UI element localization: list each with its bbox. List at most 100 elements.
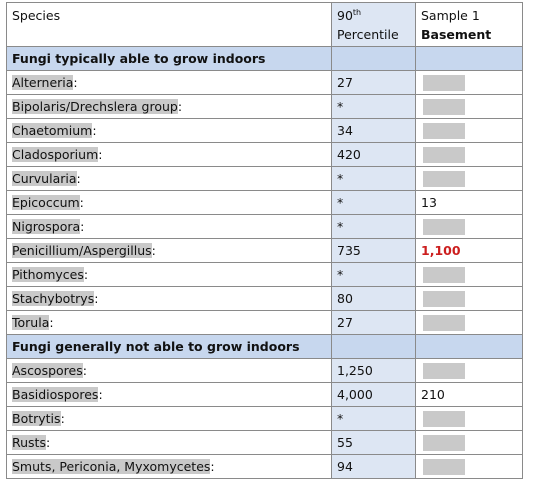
species-suffix: :: [45, 435, 51, 450]
section-title: Fungi typically able to grow indoors: [6, 46, 332, 71]
redacted-value-block: [423, 170, 465, 187]
section-cell-empty: [415, 334, 523, 359]
sample-value: [415, 430, 523, 455]
table-row: Curvularia: *: [6, 166, 523, 191]
species-cell: Ascospores:: [6, 358, 332, 383]
sample-value: [415, 142, 523, 167]
redacted-value-block: [423, 218, 465, 235]
table-row: Basidiospores: 4,000 210: [6, 382, 523, 407]
species-suffix: :: [177, 99, 183, 114]
redacted-value-block: [423, 98, 465, 115]
species-name: Penicillium/Aspergillus: [12, 243, 152, 258]
species-suffix: :: [210, 459, 215, 474]
percentile-value: 80: [331, 286, 416, 311]
table-row: Penicillium/Aspergillus: 735 1,100: [6, 238, 523, 263]
sample-value: [415, 70, 523, 95]
species-suffix: :: [80, 219, 85, 234]
section-cell-empty: [415, 46, 523, 71]
sample-value: [415, 262, 523, 287]
redacted-value-block: [423, 314, 465, 331]
species-name: Chaetomium: [12, 123, 93, 138]
redacted-value-block: [423, 458, 465, 475]
sample-value: [415, 286, 523, 311]
sample-value: [415, 94, 523, 119]
fungi-results-table: Species 90th Percentile Sample 1 Basement …: [6, 2, 523, 479]
header-percentile-number: 90: [337, 8, 353, 23]
header-species-label: Species: [12, 8, 61, 23]
species-name: Stachybotrys: [12, 291, 95, 306]
species-cell: Stachybotrys:: [6, 286, 332, 311]
sample-value: 210: [415, 382, 523, 407]
percentile-value: 4,000: [331, 382, 416, 407]
species-cell: Basidiospores:: [6, 382, 332, 407]
header-sample-location: Basement: [421, 27, 492, 42]
table-row: Nigrospora: *: [6, 214, 523, 239]
header-percentile-suffix: th: [352, 8, 362, 17]
species-cell: Botrytis:: [6, 406, 332, 431]
species-cell: Torula:: [6, 310, 332, 335]
table-body: Species 90th Percentile Sample 1 Basement …: [6, 2, 523, 479]
species-suffix: :: [79, 195, 84, 210]
species-name: Pithomyces: [12, 267, 84, 282]
sample-value: [415, 118, 523, 143]
species-suffix: :: [92, 123, 97, 138]
species-name: Bipolaris/Drechslera group: [12, 99, 178, 114]
table-row: Botrytis: *: [6, 406, 523, 431]
percentile-value: 27: [331, 70, 416, 95]
percentile-value: 735: [331, 238, 416, 263]
sample-count: 1,100: [421, 243, 461, 258]
species-name: Epicoccum: [12, 195, 80, 210]
species-cell: Pithomyces:: [6, 262, 332, 287]
species-cell: Epicoccum:: [6, 190, 332, 215]
sample-value: [415, 454, 523, 479]
table-row: Smuts, Periconia, Myxomycetes: 94: [6, 454, 523, 479]
species-cell: Penicillium/Aspergillus:: [6, 238, 332, 263]
table-row: Bipolaris/Drechslera group: *: [6, 94, 523, 119]
section-row: Fungi typically able to grow indoors: [6, 46, 523, 71]
table-row: Epicoccum: * 13: [6, 190, 523, 215]
header-percentile: 90th Percentile: [331, 2, 416, 47]
species-cell: Curvularia:: [6, 166, 332, 191]
redacted-value-block: [423, 290, 465, 307]
sample-value: 13: [415, 190, 523, 215]
species-cell: Bipolaris/Drechslera group:: [6, 94, 332, 119]
species-cell: Chaetomium:: [6, 118, 332, 143]
species-suffix: :: [98, 387, 103, 402]
species-suffix: :: [49, 315, 54, 330]
percentile-value: 27: [331, 310, 416, 335]
species-suffix: :: [82, 363, 87, 378]
table-row: Cladosporium: 420: [6, 142, 523, 167]
section-title: Fungi generally not able to grow indoors: [6, 334, 332, 359]
table-row: Stachybotrys: 80: [6, 286, 523, 311]
sample-value: [415, 358, 523, 383]
sample-count: 210: [421, 387, 445, 402]
sample-count: 13: [421, 195, 437, 210]
species-suffix: :: [76, 171, 81, 186]
header-species: Species: [6, 2, 332, 47]
sample-value: [415, 406, 523, 431]
table-row: Rusts: 55: [6, 430, 523, 455]
species-cell: Nigrospora:: [6, 214, 332, 239]
species-cell: Rusts:: [6, 430, 332, 455]
species-suffix: :: [98, 147, 103, 162]
species-cell: Cladosporium:: [6, 142, 332, 167]
species-cell: Smuts, Periconia, Myxomycetes:: [6, 454, 332, 479]
species-name: Smuts, Periconia, Myxomycetes: [12, 459, 211, 474]
species-suffix: :: [151, 243, 156, 258]
percentile-value: *: [331, 406, 416, 431]
percentile-value: *: [331, 190, 416, 215]
percentile-value: 420: [331, 142, 416, 167]
percentile-value: 34: [331, 118, 416, 143]
header-row: Species 90th Percentile Sample 1 Basement: [6, 2, 523, 47]
species-suffix: :: [83, 267, 89, 282]
species-name: Ascospores: [12, 363, 83, 378]
header-sample: Sample 1 Basement: [415, 2, 523, 47]
section-cell-empty: [331, 46, 416, 71]
percentile-value: *: [331, 262, 416, 287]
table-row: Torula: 27: [6, 310, 523, 335]
species-name: Rusts: [12, 435, 46, 450]
percentile-value: *: [331, 94, 416, 119]
redacted-value-block: [423, 434, 465, 451]
percentile-value: 94: [331, 454, 416, 479]
sample-value: [415, 166, 523, 191]
